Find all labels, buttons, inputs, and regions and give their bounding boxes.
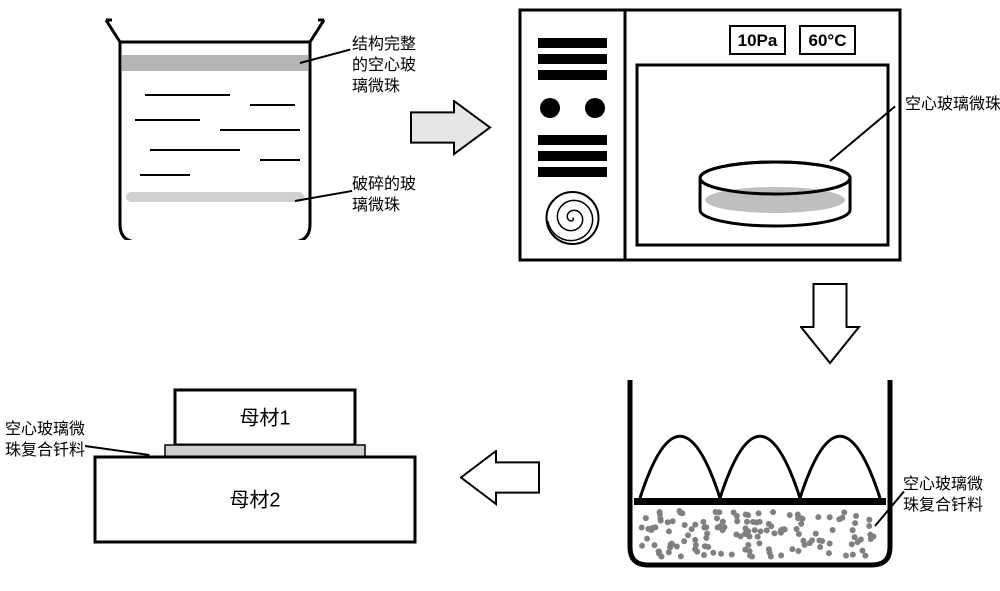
assembly-stack: 母材1 母材2 <box>0 0 450 591</box>
svg-text:母材2: 母材2 <box>229 489 280 512</box>
label-composite-braze-1: 空心玻璃微 珠复合钎料 <box>903 475 983 517</box>
label-composite-braze-2: 空心玻璃微 珠复合钎料 <box>5 420 85 462</box>
arrow-step3-to-step4 <box>460 450 544 534</box>
svg-text:母材1: 母材1 <box>239 407 290 430</box>
